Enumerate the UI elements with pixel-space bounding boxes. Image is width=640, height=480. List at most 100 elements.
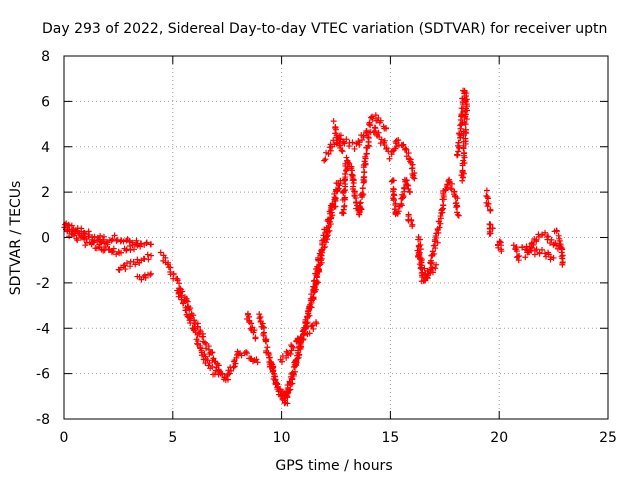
data-point — [137, 243, 144, 250]
data-point — [519, 244, 526, 251]
data-point — [436, 224, 443, 231]
data-point — [327, 147, 334, 154]
data-point — [513, 248, 520, 255]
data-point — [483, 187, 490, 194]
data-point — [100, 233, 107, 240]
data-point — [459, 177, 466, 184]
data-point — [148, 270, 155, 277]
data-point — [264, 344, 271, 351]
data-point — [111, 232, 118, 239]
data-point — [399, 142, 406, 149]
data-point — [368, 114, 375, 121]
data-point — [287, 351, 294, 358]
data-point — [230, 364, 237, 371]
data-point — [530, 241, 537, 248]
data-point — [455, 148, 462, 155]
data-point — [400, 141, 407, 148]
data-point — [105, 246, 112, 253]
data-point — [391, 206, 398, 213]
data-point — [254, 359, 261, 366]
data-point — [238, 352, 245, 359]
data-point — [383, 145, 390, 152]
data-point — [97, 238, 104, 245]
data-point — [132, 261, 139, 268]
data-point — [147, 271, 154, 278]
data-point — [405, 150, 412, 157]
data-point — [325, 224, 332, 231]
data-point — [409, 165, 416, 172]
data-point — [548, 236, 555, 243]
data-point — [355, 138, 362, 145]
data-point — [326, 208, 333, 215]
data-point — [388, 178, 395, 185]
data-point — [525, 247, 532, 254]
data-point — [559, 261, 566, 268]
data-point — [340, 139, 347, 146]
data-point — [118, 249, 125, 256]
data-point — [369, 113, 376, 120]
data-point — [344, 157, 351, 164]
data-point — [558, 253, 565, 260]
data-point — [313, 320, 320, 327]
data-point — [405, 185, 412, 192]
data-point — [536, 250, 543, 257]
data-point — [338, 147, 345, 154]
data-point — [356, 211, 362, 218]
x-tick-label: 20 — [490, 430, 508, 446]
y-tick-label: 2 — [41, 185, 50, 201]
data-point — [332, 195, 339, 202]
data-point — [434, 239, 441, 246]
data-point — [272, 379, 279, 386]
data-point — [183, 295, 190, 302]
data-point — [550, 254, 557, 261]
data-point — [378, 136, 385, 143]
data-point — [340, 206, 347, 213]
data-point — [141, 272, 148, 279]
data-point — [365, 134, 372, 141]
data-point — [317, 255, 324, 262]
y-tick-label: 4 — [41, 140, 50, 156]
data-point — [460, 152, 467, 159]
data-point — [332, 186, 339, 193]
data-point — [321, 157, 328, 164]
data-point — [351, 192, 358, 199]
data-point — [244, 350, 251, 357]
data-point — [209, 349, 216, 356]
axis-tick-labels: 0 5 10 15 20 25 -8 -6 -4 -2 0 2 4 6 8 — [36, 49, 617, 446]
data-point — [197, 344, 204, 351]
data-point — [541, 250, 548, 257]
data-point — [487, 230, 494, 237]
data-point — [533, 236, 540, 243]
data-point — [110, 245, 117, 252]
data-point — [339, 210, 346, 217]
data-point — [410, 172, 417, 179]
data-point — [74, 237, 81, 244]
data-point — [164, 261, 171, 268]
data-point — [108, 249, 115, 256]
data-point — [94, 238, 101, 245]
data-point — [459, 168, 466, 175]
data-point — [381, 141, 388, 148]
data-point — [321, 237, 328, 244]
data-point — [349, 139, 356, 146]
data-point — [311, 277, 318, 284]
data-point — [290, 371, 297, 378]
data-point — [455, 139, 462, 146]
data-point — [290, 344, 297, 351]
data-point — [343, 136, 350, 143]
data-point — [448, 180, 455, 187]
data-point — [123, 246, 130, 253]
data-point — [314, 263, 321, 270]
data-point — [533, 246, 540, 253]
data-point — [157, 249, 164, 256]
data-point — [80, 229, 87, 236]
data-point — [308, 291, 315, 298]
data-point — [341, 187, 348, 194]
data-point — [527, 243, 534, 250]
data-point — [395, 137, 402, 144]
data-point — [341, 202, 348, 209]
data-point — [547, 240, 554, 247]
data-point — [359, 190, 366, 197]
data-point — [310, 294, 317, 301]
